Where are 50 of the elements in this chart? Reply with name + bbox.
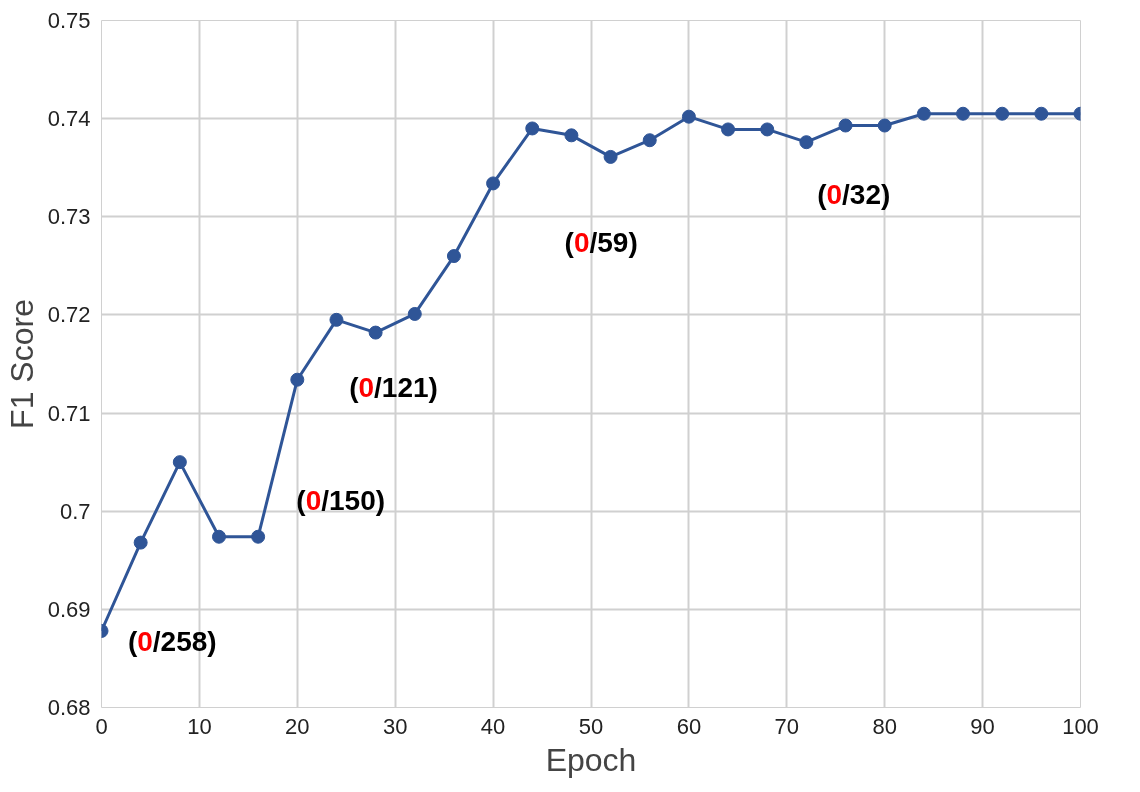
point xyxy=(525,121,540,136)
y-tick-label: 0.71 xyxy=(47,400,91,426)
x-tick-label: 100 xyxy=(1062,713,1099,739)
annotation: (0/258) xyxy=(127,626,217,658)
x-axis-title: Epoch xyxy=(545,741,637,778)
point xyxy=(642,133,657,148)
point xyxy=(133,535,148,550)
x-tick-label: 40 xyxy=(480,713,506,739)
point xyxy=(564,128,579,143)
x-tick-label: 0 xyxy=(95,713,108,739)
y-tick-label: 0.72 xyxy=(47,302,91,328)
point xyxy=(681,109,696,124)
y-axis-title: F1 Score xyxy=(3,299,40,429)
x-tick-label: 20 xyxy=(285,713,310,739)
y-tick-label: 0.74 xyxy=(47,106,91,132)
y-tick-label: 0.69 xyxy=(47,596,91,622)
point xyxy=(838,118,853,133)
x-tick-label: 60 xyxy=(676,713,702,739)
annotation: (0/121) xyxy=(349,372,438,404)
point xyxy=(603,149,618,164)
y-tick-label: 0.68 xyxy=(47,695,91,720)
point xyxy=(251,529,266,544)
x-tick-label: 90 xyxy=(970,713,995,739)
point xyxy=(368,325,383,340)
point xyxy=(1034,106,1049,121)
x-tick-label: 70 xyxy=(774,713,800,739)
x-tick-label: 80 xyxy=(872,713,897,739)
point xyxy=(329,312,344,327)
point xyxy=(916,106,931,121)
x-tick-label: 50 xyxy=(578,713,604,739)
point xyxy=(211,529,226,544)
point xyxy=(799,135,814,150)
point xyxy=(407,306,422,321)
annotation: (0/32) xyxy=(817,178,891,210)
point xyxy=(486,176,501,191)
point xyxy=(877,118,892,133)
x-tick-label: 30 xyxy=(382,713,408,739)
annotation: (0/59) xyxy=(564,226,638,258)
y-tick-label: 0.75 xyxy=(47,8,91,33)
point xyxy=(760,122,775,137)
annotation: (0/150) xyxy=(296,484,386,516)
point xyxy=(995,106,1010,121)
x-tick-label: 10 xyxy=(187,713,212,739)
point xyxy=(172,455,187,470)
point xyxy=(721,122,736,137)
point xyxy=(956,106,971,121)
point xyxy=(446,249,461,264)
y-tick-label: 0.73 xyxy=(47,204,91,230)
point xyxy=(290,372,305,387)
y-tick-label: 0.7 xyxy=(59,498,91,524)
